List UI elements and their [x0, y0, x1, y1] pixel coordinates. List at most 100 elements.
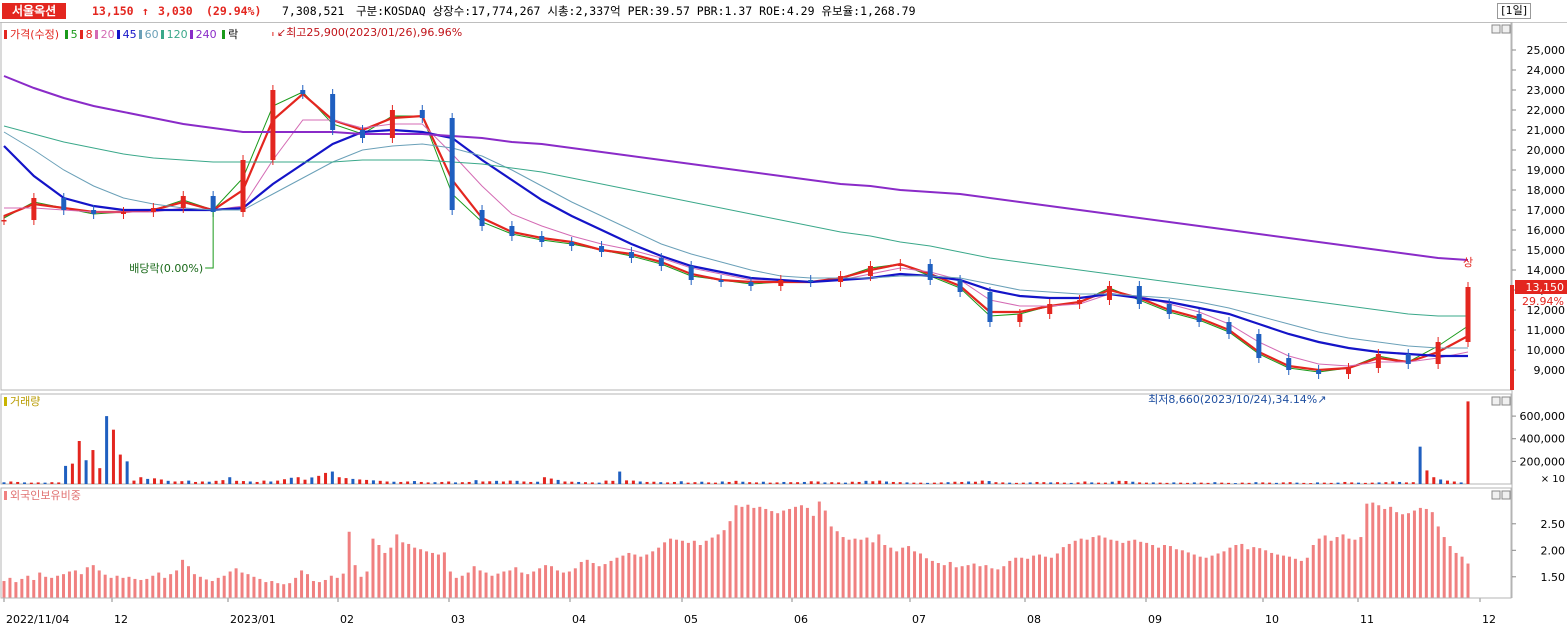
- candle-body: [987, 292, 993, 322]
- foreign-bar: [97, 570, 101, 598]
- foreign-bar: [335, 577, 339, 598]
- volume-bar: [36, 482, 40, 484]
- foreign-bar: [67, 571, 71, 598]
- volume-bar: [536, 481, 540, 484]
- foreign-bar: [1121, 542, 1125, 598]
- ma-legend-marker: [116, 30, 120, 39]
- volume-bar: [1288, 482, 1292, 484]
- foreign-bar: [1097, 535, 1101, 598]
- panel-minimize-button: [1491, 24, 1501, 34]
- upper-limit-annotation: 상: [1463, 256, 1473, 269]
- foreign-bar: [246, 574, 250, 598]
- volume-bar: [1110, 481, 1114, 484]
- foreign-bar: [466, 572, 470, 598]
- volume-bar: [1315, 482, 1319, 484]
- volume-bar: [713, 482, 717, 484]
- foreign-bar: [490, 575, 494, 598]
- volume-bar: [1001, 482, 1005, 484]
- price-change-pct: (29.94%): [206, 4, 262, 18]
- foreign-bar: [1038, 554, 1042, 598]
- foreign-bar: [1085, 539, 1089, 598]
- candle-body: [360, 130, 366, 138]
- volume-bar: [1459, 482, 1463, 484]
- panel-close-button: [1501, 490, 1511, 500]
- foreign-bar: [401, 542, 405, 598]
- candle-body: [419, 110, 425, 118]
- foreign-bar: [1216, 553, 1220, 598]
- foreign-bar: [1228, 547, 1232, 598]
- foreign-bar: [877, 534, 881, 598]
- ma-legend-label: 20: [100, 28, 115, 41]
- volume-bar: [727, 481, 731, 484]
- volume-bar: [139, 477, 143, 484]
- candle-body: [210, 196, 216, 212]
- foreign-bar: [1073, 540, 1077, 598]
- foreign-bar: [109, 577, 113, 598]
- volume-bar: [454, 482, 458, 484]
- volume-bar: [1199, 482, 1203, 484]
- price-y-tick-label: 9,000: [1534, 364, 1566, 377]
- ma-legend-label: 8: [85, 28, 93, 41]
- volume-bar: [590, 482, 594, 484]
- up-arrow-icon: ↑: [142, 4, 149, 18]
- period-selector[interactable]: [1일]: [1497, 3, 1531, 19]
- foreign-bar: [1204, 557, 1208, 598]
- volume-bar: [932, 482, 936, 484]
- volume-bar: [351, 478, 355, 484]
- foreign-bar: [811, 515, 815, 598]
- foreign-bar: [835, 531, 839, 598]
- price-y-tick-label: 22,000: [1527, 104, 1566, 117]
- foreign-bar: [1032, 555, 1036, 598]
- foreign-bar: [1192, 554, 1196, 598]
- foreign-bar: [1246, 549, 1250, 598]
- foreign-bar: [930, 560, 934, 598]
- candle-body: [688, 266, 694, 280]
- volume-bar: [1144, 482, 1148, 484]
- price-y-tick-label: 20,000: [1527, 144, 1566, 157]
- foreign-bar: [704, 540, 708, 598]
- foreign-bar: [169, 574, 173, 598]
- foreign-bar: [1174, 549, 1178, 598]
- volume-value: 7,308,521: [282, 4, 345, 18]
- volume-bar: [802, 481, 806, 484]
- foreign-bar: [1091, 537, 1095, 598]
- foreign-bar: [1329, 540, 1333, 598]
- volume-bar: [570, 481, 574, 484]
- foreign-bar: [639, 556, 643, 598]
- drop-legend-label: 락: [228, 28, 239, 41]
- foreign-bar: [1323, 535, 1327, 598]
- foreign-bar: [311, 581, 315, 598]
- foreign-bar: [1115, 540, 1119, 598]
- foreign-bar: [550, 566, 554, 598]
- foreign-bar: [198, 576, 202, 598]
- volume-bar: [118, 454, 122, 484]
- foreign-bar: [799, 505, 803, 598]
- volume-bar: [1083, 481, 1087, 484]
- volume-bar: [1370, 482, 1374, 484]
- foreign-bar: [990, 568, 994, 598]
- volume-bar: [1206, 482, 1210, 484]
- price-y-tick-label: 15,000: [1527, 244, 1566, 257]
- volume-bar: [1445, 480, 1449, 484]
- candle-body: [449, 118, 455, 210]
- current-price: 13,150: [92, 4, 134, 18]
- foreign-bar: [478, 570, 482, 598]
- candle-body: [927, 264, 933, 280]
- foreign-bar: [204, 579, 208, 598]
- candle-body: [808, 280, 814, 282]
- stock-name[interactable]: 서울옥션: [2, 3, 67, 19]
- foreign-bar: [805, 507, 809, 598]
- ma-legend: 5 8 20 45 60 120 240: [63, 28, 217, 41]
- volume-bar: [515, 480, 519, 484]
- volume-bar: [1172, 482, 1176, 484]
- volume-bar: [1213, 482, 1217, 484]
- ma-legend-marker: [94, 30, 98, 39]
- x-tick-label: 10: [1265, 613, 1279, 626]
- candle-body: [599, 246, 605, 252]
- x-tick-label: 2022/11/04: [6, 613, 69, 626]
- volume-bar: [146, 478, 150, 484]
- price-legend: 가격(수정) 5 8 20 45 60 120 240 락: [4, 26, 238, 42]
- foreign-bar: [460, 575, 464, 598]
- foreign-bar: [395, 534, 399, 598]
- volume-bar: [645, 481, 649, 484]
